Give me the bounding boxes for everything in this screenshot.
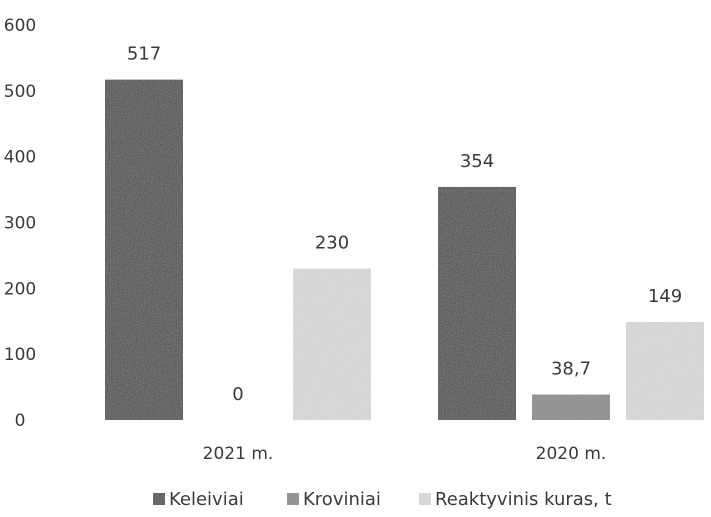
data-label-2-2: 38,7	[551, 359, 591, 380]
legend-label-1: Keleiviai	[169, 489, 244, 510]
legend-swatch-2	[287, 493, 299, 505]
category-label-1: 2021 m.	[203, 444, 274, 464]
data-label-1-3: 230	[315, 233, 349, 254]
category-labels: 2021 m. 2020 m.	[203, 444, 607, 464]
bar-2-1	[438, 186, 516, 420]
legend-swatch-3	[419, 493, 431, 505]
y-tick-label-1: 100	[4, 345, 36, 365]
y-tick-label-5: 500	[4, 82, 36, 102]
legend: Keleiviai Kroviniai Reaktyvinis kuras, t	[153, 489, 612, 510]
legend-label-3: Reaktyvinis kuras, t	[435, 489, 612, 510]
y-tick-label-3: 300	[4, 214, 36, 234]
category-label-2: 2020 m.	[536, 444, 607, 464]
bars	[105, 79, 704, 421]
y-tick-label-4: 400	[4, 148, 36, 168]
legend-label-2: Kroviniai	[303, 489, 381, 510]
bar-2-2	[532, 394, 610, 420]
bar-1-3	[293, 268, 371, 420]
y-tick-label-0: 0	[15, 411, 26, 431]
data-label-1-2: 0	[232, 384, 243, 405]
bar-2-3	[626, 321, 704, 420]
data-label-1-1: 517	[127, 44, 161, 65]
data-labels: 517 0 230 354 38,7 149	[127, 44, 682, 405]
legend-swatch-1	[153, 493, 165, 505]
y-tick-label-2: 200	[4, 279, 36, 299]
bar-1-1	[105, 79, 183, 421]
data-label-2-3: 149	[648, 286, 682, 307]
y-tick-label-6: 600	[4, 16, 36, 36]
y-axis-ticks: 0 100 200 300 400 500 600	[4, 16, 36, 431]
data-label-2-1: 354	[460, 151, 494, 172]
